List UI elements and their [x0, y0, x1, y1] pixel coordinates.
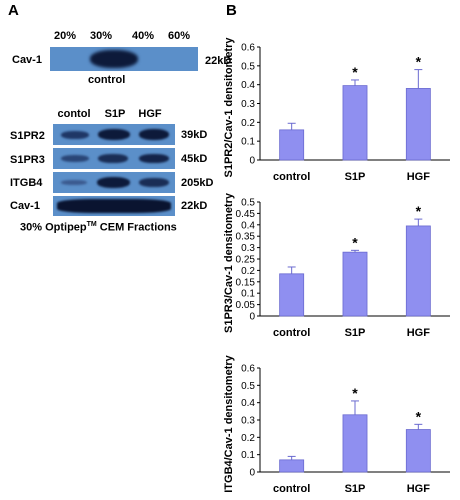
blot-row-label: Cav-1: [10, 200, 40, 212]
blot-row-kd: 22kD: [181, 200, 208, 212]
fraction-label: 60%: [168, 30, 191, 42]
y-tick-label: 0.15: [236, 277, 256, 288]
x-category-label: control: [273, 483, 310, 495]
blot-band: [97, 177, 130, 188]
x-category-label: HGF: [407, 327, 431, 339]
blot-band: [98, 154, 128, 163]
bar: [279, 459, 305, 473]
significance-marker: *: [416, 54, 422, 70]
y-tick-label: 0.5: [241, 198, 255, 209]
x-category-label: control: [273, 171, 310, 183]
blot-band: [61, 155, 89, 162]
significance-marker: *: [352, 385, 358, 401]
lane-label-hgf: HGF: [138, 108, 162, 120]
x-category-label: S1P: [345, 327, 366, 339]
gradient-row-label: Cav-1: [12, 54, 42, 66]
y-tick-label: 0: [249, 156, 255, 167]
x-category-label: S1P: [345, 171, 366, 183]
blot-row-kd: 45kD: [181, 153, 208, 165]
blot-band: [57, 199, 171, 213]
y-axis-label: S1PR2/Cav-1 densitometry: [223, 37, 235, 178]
bar-chart-s1pr3: 00.050.10.150.20.250.30.350.40.450.5 S1PR…: [223, 192, 450, 339]
fraction-label: 30%: [90, 30, 113, 42]
lane-label-s1p: S1P: [104, 108, 126, 120]
blot-caption-post: CEM Fractions: [96, 221, 177, 234]
y-tick-label: 0.05: [236, 300, 256, 311]
fraction-label: 20%: [54, 30, 77, 42]
bar: [405, 88, 431, 161]
y-tick-label: 0.1: [241, 450, 255, 461]
gradient-blot-strip: [50, 47, 198, 71]
y-tick-label: 0.4: [241, 398, 255, 409]
y-tick-label: 0.35: [236, 232, 256, 243]
blot-row-kd: 205kD: [181, 177, 214, 189]
significance-marker: *: [352, 234, 358, 250]
panel-a-label: A: [8, 2, 19, 19]
y-tick-label: 0: [249, 312, 255, 323]
bar-chart-itgb4: 0 0.1 0.2 0.3 0.4 0.5 0.6 ITGB4/Cav-1 densitome…: [223, 354, 450, 495]
blot-row-label: S1PR2: [10, 130, 45, 142]
fraction-label: 40%: [132, 30, 155, 42]
fraction-labels: 20% 30% 40% 60%: [44, 30, 214, 46]
bar: [279, 129, 305, 161]
blot-strip-cav1: [53, 196, 175, 216]
x-category-label: control: [273, 327, 310, 339]
y-tick-label: 0.2: [241, 266, 255, 277]
y-tick-label: 0.3: [241, 416, 255, 427]
y-tick-label: 0.2: [241, 433, 255, 444]
x-category-label: S1P: [345, 483, 366, 495]
blot-strip-s1pr2: [53, 124, 175, 145]
y-tick-label: 0.2: [241, 118, 255, 129]
blot-strip-itgb4: [53, 172, 175, 193]
blot-band: [139, 178, 169, 187]
significance-marker: *: [416, 408, 422, 424]
bar: [405, 429, 431, 473]
panel-b-label: B: [226, 2, 237, 19]
significance-marker: *: [416, 203, 422, 219]
blot-row-label: S1PR3: [10, 154, 45, 166]
bar: [405, 225, 431, 317]
y-tick-label: 0.6: [241, 364, 255, 375]
y-tick-label: 0.1: [241, 289, 255, 300]
y-tick-label: 0.3: [241, 243, 255, 254]
gradient-caption: control: [88, 74, 126, 86]
y-axis-label: S1PR3/Cav-1 densitometry: [223, 192, 235, 333]
blot-band: [61, 180, 87, 185]
x-category-label: HGF: [407, 483, 431, 495]
blot-band: [98, 129, 130, 140]
y-axis-label: ITGB4/Cav-1 densitometry: [223, 354, 235, 492]
y-tick-label: 0.5: [241, 61, 255, 72]
y-tick-label: 0.6: [241, 43, 255, 54]
blot-caption: 30% OptipepTM CEM Fractions: [20, 221, 177, 234]
blot-strip-s1pr3: [53, 148, 175, 169]
bar: [342, 414, 368, 473]
bar: [279, 273, 305, 317]
blot-row-label: ITGB4: [10, 177, 43, 189]
blot-band: [90, 50, 138, 68]
y-tick-label: 0.25: [236, 255, 256, 266]
y-tick-label: 0: [249, 468, 255, 479]
blot-caption-sup: TM: [86, 221, 97, 228]
blot-caption-pre: 30% Optipep: [20, 221, 87, 234]
y-tick-label: 0.45: [236, 209, 256, 220]
blot-band: [139, 154, 169, 163]
bar: [342, 251, 368, 317]
x-category-label: HGF: [407, 171, 431, 183]
blot-row-kd: 39kD: [181, 129, 208, 141]
y-tick-label: 0.4: [241, 80, 255, 91]
significance-marker: *: [352, 64, 358, 80]
bar: [342, 85, 368, 161]
blot-band: [139, 129, 169, 140]
y-tick-label: 0.3: [241, 99, 255, 110]
lane-label-control: contol: [57, 108, 91, 120]
blot-band: [61, 131, 89, 139]
y-tick-label: 0.4: [241, 220, 255, 231]
bar-chart-s1pr2: 0 0.1 0.2 0.3 0.4 0.5 0.6 S1PR2/Cav-1 densitome…: [223, 37, 450, 183]
y-tick-label: 0.5: [241, 381, 255, 392]
gradient-kd: 22kD: [205, 55, 232, 67]
y-tick-label: 0.1: [241, 137, 255, 148]
